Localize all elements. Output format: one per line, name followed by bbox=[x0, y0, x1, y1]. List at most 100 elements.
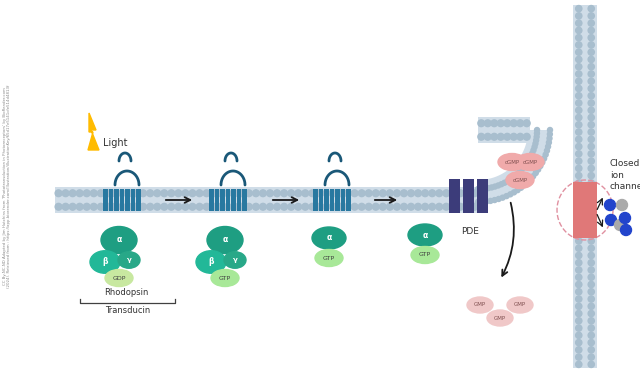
Circle shape bbox=[575, 325, 582, 331]
Circle shape bbox=[575, 20, 582, 26]
Text: GTP: GTP bbox=[219, 276, 231, 280]
Circle shape bbox=[497, 120, 504, 126]
Bar bbox=[115, 189, 119, 211]
Circle shape bbox=[588, 49, 595, 55]
Circle shape bbox=[588, 238, 595, 244]
Circle shape bbox=[55, 203, 62, 210]
Bar bbox=[324, 189, 329, 211]
Circle shape bbox=[588, 347, 595, 353]
Circle shape bbox=[522, 183, 527, 188]
Text: PDE: PDE bbox=[461, 227, 479, 236]
Circle shape bbox=[575, 274, 582, 280]
Circle shape bbox=[588, 63, 595, 70]
Circle shape bbox=[588, 13, 595, 19]
Circle shape bbox=[530, 151, 534, 156]
Circle shape bbox=[111, 203, 118, 210]
Ellipse shape bbox=[516, 154, 544, 170]
Circle shape bbox=[534, 138, 539, 143]
Text: GTP: GTP bbox=[323, 256, 335, 260]
Circle shape bbox=[534, 131, 540, 136]
Circle shape bbox=[450, 203, 457, 210]
Circle shape bbox=[147, 190, 154, 197]
Ellipse shape bbox=[207, 226, 243, 254]
PathPatch shape bbox=[478, 130, 550, 202]
Circle shape bbox=[496, 183, 500, 188]
Circle shape bbox=[246, 203, 252, 210]
Circle shape bbox=[90, 203, 97, 210]
Bar bbox=[449, 179, 460, 213]
Circle shape bbox=[415, 190, 422, 197]
Circle shape bbox=[575, 93, 582, 99]
Circle shape bbox=[330, 190, 337, 197]
Circle shape bbox=[575, 281, 582, 288]
Circle shape bbox=[515, 188, 520, 193]
Circle shape bbox=[480, 200, 484, 204]
Circle shape bbox=[575, 223, 582, 229]
Circle shape bbox=[588, 310, 595, 317]
Circle shape bbox=[575, 332, 582, 338]
Circle shape bbox=[168, 190, 175, 197]
Circle shape bbox=[483, 186, 487, 191]
Circle shape bbox=[575, 13, 582, 19]
Circle shape bbox=[111, 190, 118, 197]
Circle shape bbox=[575, 165, 582, 172]
Ellipse shape bbox=[507, 297, 533, 313]
Circle shape bbox=[69, 190, 76, 197]
Circle shape bbox=[588, 78, 595, 84]
Circle shape bbox=[511, 175, 516, 180]
Circle shape bbox=[253, 203, 259, 210]
Circle shape bbox=[457, 203, 464, 210]
Circle shape bbox=[524, 134, 530, 140]
Bar bbox=[220, 189, 225, 211]
Circle shape bbox=[429, 203, 436, 210]
Circle shape bbox=[140, 190, 147, 197]
Circle shape bbox=[605, 214, 616, 226]
Ellipse shape bbox=[411, 247, 439, 263]
Circle shape bbox=[351, 203, 358, 210]
Text: GMP: GMP bbox=[514, 303, 526, 307]
Bar bbox=[209, 189, 214, 211]
Circle shape bbox=[408, 203, 415, 210]
Circle shape bbox=[154, 203, 161, 210]
Circle shape bbox=[575, 144, 582, 150]
Circle shape bbox=[588, 144, 595, 150]
Text: γ: γ bbox=[127, 257, 131, 263]
Circle shape bbox=[540, 160, 545, 165]
Circle shape bbox=[218, 203, 224, 210]
Circle shape bbox=[538, 163, 543, 169]
Circle shape bbox=[443, 203, 450, 210]
Circle shape bbox=[401, 190, 407, 197]
Circle shape bbox=[588, 56, 595, 63]
Circle shape bbox=[575, 187, 582, 193]
Circle shape bbox=[408, 190, 415, 197]
Circle shape bbox=[69, 203, 76, 210]
Circle shape bbox=[246, 190, 252, 197]
Circle shape bbox=[588, 231, 595, 237]
Circle shape bbox=[516, 170, 521, 175]
Circle shape bbox=[588, 35, 595, 41]
Ellipse shape bbox=[211, 270, 239, 286]
Circle shape bbox=[309, 203, 316, 210]
Circle shape bbox=[161, 203, 168, 210]
Bar bbox=[319, 189, 323, 211]
Circle shape bbox=[588, 318, 595, 324]
Text: GTP: GTP bbox=[419, 253, 431, 257]
Circle shape bbox=[154, 190, 161, 197]
Circle shape bbox=[316, 190, 323, 197]
Circle shape bbox=[575, 231, 582, 237]
Ellipse shape bbox=[487, 310, 513, 326]
Circle shape bbox=[344, 203, 351, 210]
Ellipse shape bbox=[312, 227, 346, 249]
Bar bbox=[231, 189, 236, 211]
Circle shape bbox=[309, 190, 316, 197]
Circle shape bbox=[588, 325, 595, 331]
Circle shape bbox=[575, 35, 582, 41]
Circle shape bbox=[588, 267, 595, 273]
Circle shape bbox=[491, 120, 498, 126]
Circle shape bbox=[302, 203, 308, 210]
Circle shape bbox=[97, 203, 104, 210]
Circle shape bbox=[588, 260, 595, 266]
Circle shape bbox=[436, 190, 443, 197]
Bar bbox=[477, 179, 488, 213]
Circle shape bbox=[575, 296, 582, 302]
